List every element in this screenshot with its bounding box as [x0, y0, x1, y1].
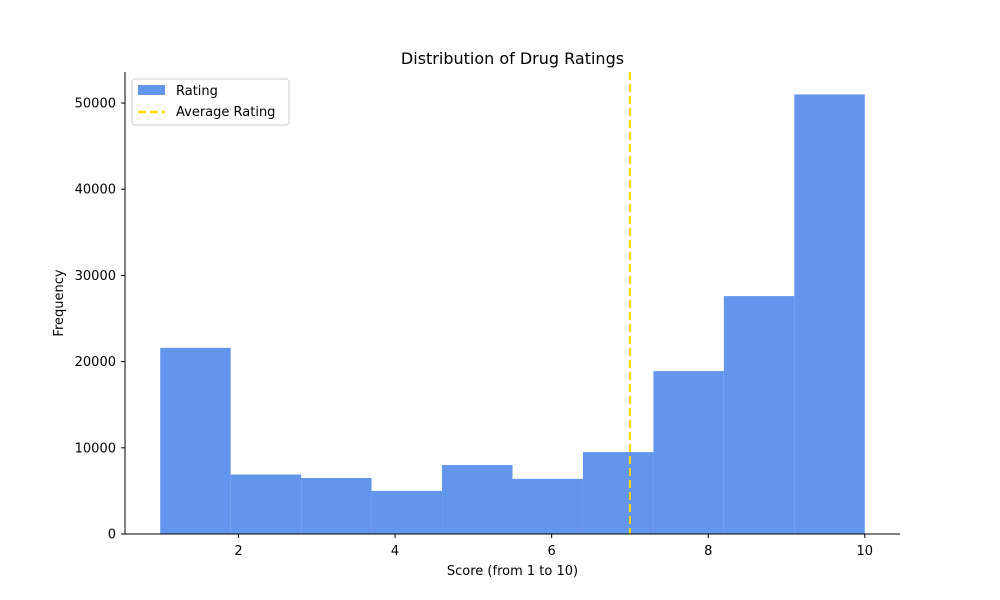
- y-tick-label-10000: 10000: [75, 441, 116, 456]
- legend-rating-swatch: [138, 85, 165, 95]
- ticks-layer: 2 4 6 8 10 0 10000 20000 30000 40000 50000: [75, 97, 873, 559]
- legend-rating-label: Rating: [176, 84, 218, 99]
- histogram-bar-2: [230, 474, 302, 534]
- chart-title: Distribution of Drug Ratings: [401, 49, 624, 68]
- histogram-bar-1: [160, 347, 231, 534]
- x-tick-label-8: 8: [704, 544, 712, 559]
- x-tick-label-4: 4: [391, 544, 399, 559]
- y-axis-label: Frequency: [52, 269, 67, 336]
- y-tick-label-50000: 50000: [75, 97, 116, 112]
- x-tick-label-10: 10: [856, 544, 873, 559]
- x-axis-label: Score (from 1 to 10): [447, 564, 578, 579]
- y-tick-label-20000: 20000: [75, 355, 116, 370]
- x-tick-label-6: 6: [548, 544, 556, 559]
- y-tick-label-40000: 40000: [75, 183, 116, 198]
- histogram-bar-10: [794, 94, 865, 534]
- histogram-bar-4: [371, 490, 443, 534]
- histogram-bar-6: [512, 478, 583, 534]
- x-tick-label-2: 2: [234, 544, 242, 559]
- legend: Rating Average Rating: [131, 78, 290, 126]
- histogram-bar-8: [653, 371, 724, 534]
- histogram-bar-7: [582, 452, 654, 534]
- y-tick-label-30000: 30000: [75, 269, 116, 284]
- bars-layer: [160, 94, 865, 534]
- legend-average-label: Average Rating: [176, 105, 275, 120]
- histogram-bar-3: [301, 477, 372, 534]
- y-tick-label-0: 0: [108, 528, 116, 543]
- histogram-bar-5: [442, 465, 513, 534]
- axes-layer: [124, 72, 900, 535]
- histogram-bar-9: [723, 296, 795, 534]
- legend-box: [131, 78, 290, 126]
